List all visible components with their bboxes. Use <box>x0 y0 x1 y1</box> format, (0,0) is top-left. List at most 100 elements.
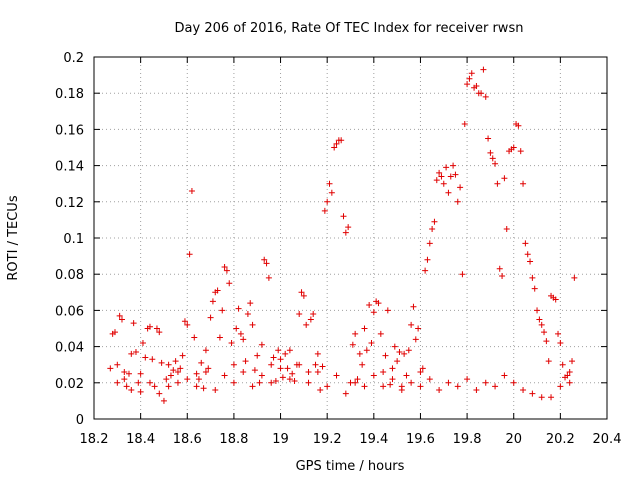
data-point <box>137 370 144 377</box>
data-point <box>426 376 433 383</box>
data-point <box>132 349 139 356</box>
data-point <box>457 184 464 191</box>
data-point <box>158 359 165 366</box>
data-point <box>146 379 153 386</box>
data-point <box>380 368 387 375</box>
data-point <box>543 338 550 345</box>
data-point <box>352 379 359 386</box>
data-point <box>184 321 191 328</box>
data-point <box>398 387 405 394</box>
data-points <box>107 66 578 404</box>
x-tick-label: 18.8 <box>219 432 248 447</box>
data-point <box>438 173 445 180</box>
data-point <box>370 309 377 316</box>
data-point <box>370 372 377 379</box>
data-point <box>181 318 188 325</box>
data-point <box>172 358 179 365</box>
data-point <box>310 311 317 318</box>
data-point <box>450 162 457 169</box>
data-point <box>279 374 286 381</box>
data-point <box>436 387 443 394</box>
data-point <box>223 267 230 274</box>
data-point <box>233 325 240 332</box>
data-point <box>153 325 160 332</box>
data-point <box>380 383 387 390</box>
data-point <box>240 368 247 375</box>
data-point <box>114 361 121 368</box>
data-point <box>221 263 228 270</box>
data-point <box>352 330 359 337</box>
data-point <box>429 225 436 232</box>
data-point <box>328 189 335 196</box>
data-point <box>366 301 373 308</box>
data-point <box>541 329 548 336</box>
data-point <box>377 330 384 337</box>
data-point <box>321 207 328 214</box>
data-point <box>198 359 205 366</box>
data-point <box>515 122 522 129</box>
data-point <box>314 350 321 357</box>
data-point <box>326 180 333 187</box>
data-point <box>207 314 214 321</box>
x-tick-label: 19 <box>272 432 289 447</box>
data-point <box>121 368 128 375</box>
data-point <box>282 350 289 357</box>
data-point <box>557 339 564 346</box>
data-point <box>478 90 485 97</box>
x-tick-label: 19.2 <box>313 432 342 447</box>
data-point <box>296 361 303 368</box>
data-point <box>417 383 424 390</box>
data-point <box>270 354 277 361</box>
data-point <box>146 323 153 330</box>
data-point <box>230 361 237 368</box>
data-point <box>452 171 459 178</box>
x-tick-label: 18.4 <box>126 432 155 447</box>
data-point <box>111 329 118 336</box>
data-point <box>345 224 352 231</box>
data-point <box>130 320 137 327</box>
data-point <box>240 336 247 343</box>
data-point <box>494 180 501 187</box>
data-point <box>412 336 419 343</box>
data-point <box>221 372 228 379</box>
data-point <box>268 379 275 386</box>
data-point <box>123 383 130 390</box>
data-point <box>149 356 156 363</box>
data-point <box>489 155 496 162</box>
data-point <box>179 352 186 359</box>
data-point <box>394 358 401 365</box>
data-point <box>317 387 324 394</box>
data-point <box>202 368 209 375</box>
data-point <box>482 93 489 100</box>
data-point <box>167 372 174 379</box>
data-point <box>209 298 216 305</box>
data-point <box>492 383 499 390</box>
data-point <box>522 240 529 247</box>
data-point <box>538 394 545 401</box>
data-point <box>499 273 506 280</box>
data-point <box>314 368 321 375</box>
data-point <box>396 349 403 356</box>
data-point <box>177 365 184 372</box>
data-point <box>324 198 331 205</box>
data-point <box>291 377 298 384</box>
data-point <box>447 173 454 180</box>
data-point <box>342 229 349 236</box>
data-point <box>468 70 475 77</box>
data-point <box>286 347 293 354</box>
data-point <box>135 379 142 386</box>
x-tick-label: 20 <box>505 432 522 447</box>
data-point <box>361 325 368 332</box>
data-point <box>361 383 368 390</box>
data-point <box>408 379 415 386</box>
data-point <box>520 180 527 187</box>
data-point <box>555 330 562 337</box>
data-point <box>529 390 536 397</box>
data-point <box>256 379 263 386</box>
data-point <box>349 341 356 348</box>
y-tick-label: 0.14 <box>55 160 84 175</box>
data-point <box>170 367 177 374</box>
data-point <box>520 387 527 394</box>
y-tick-label: 0.2 <box>63 51 84 66</box>
